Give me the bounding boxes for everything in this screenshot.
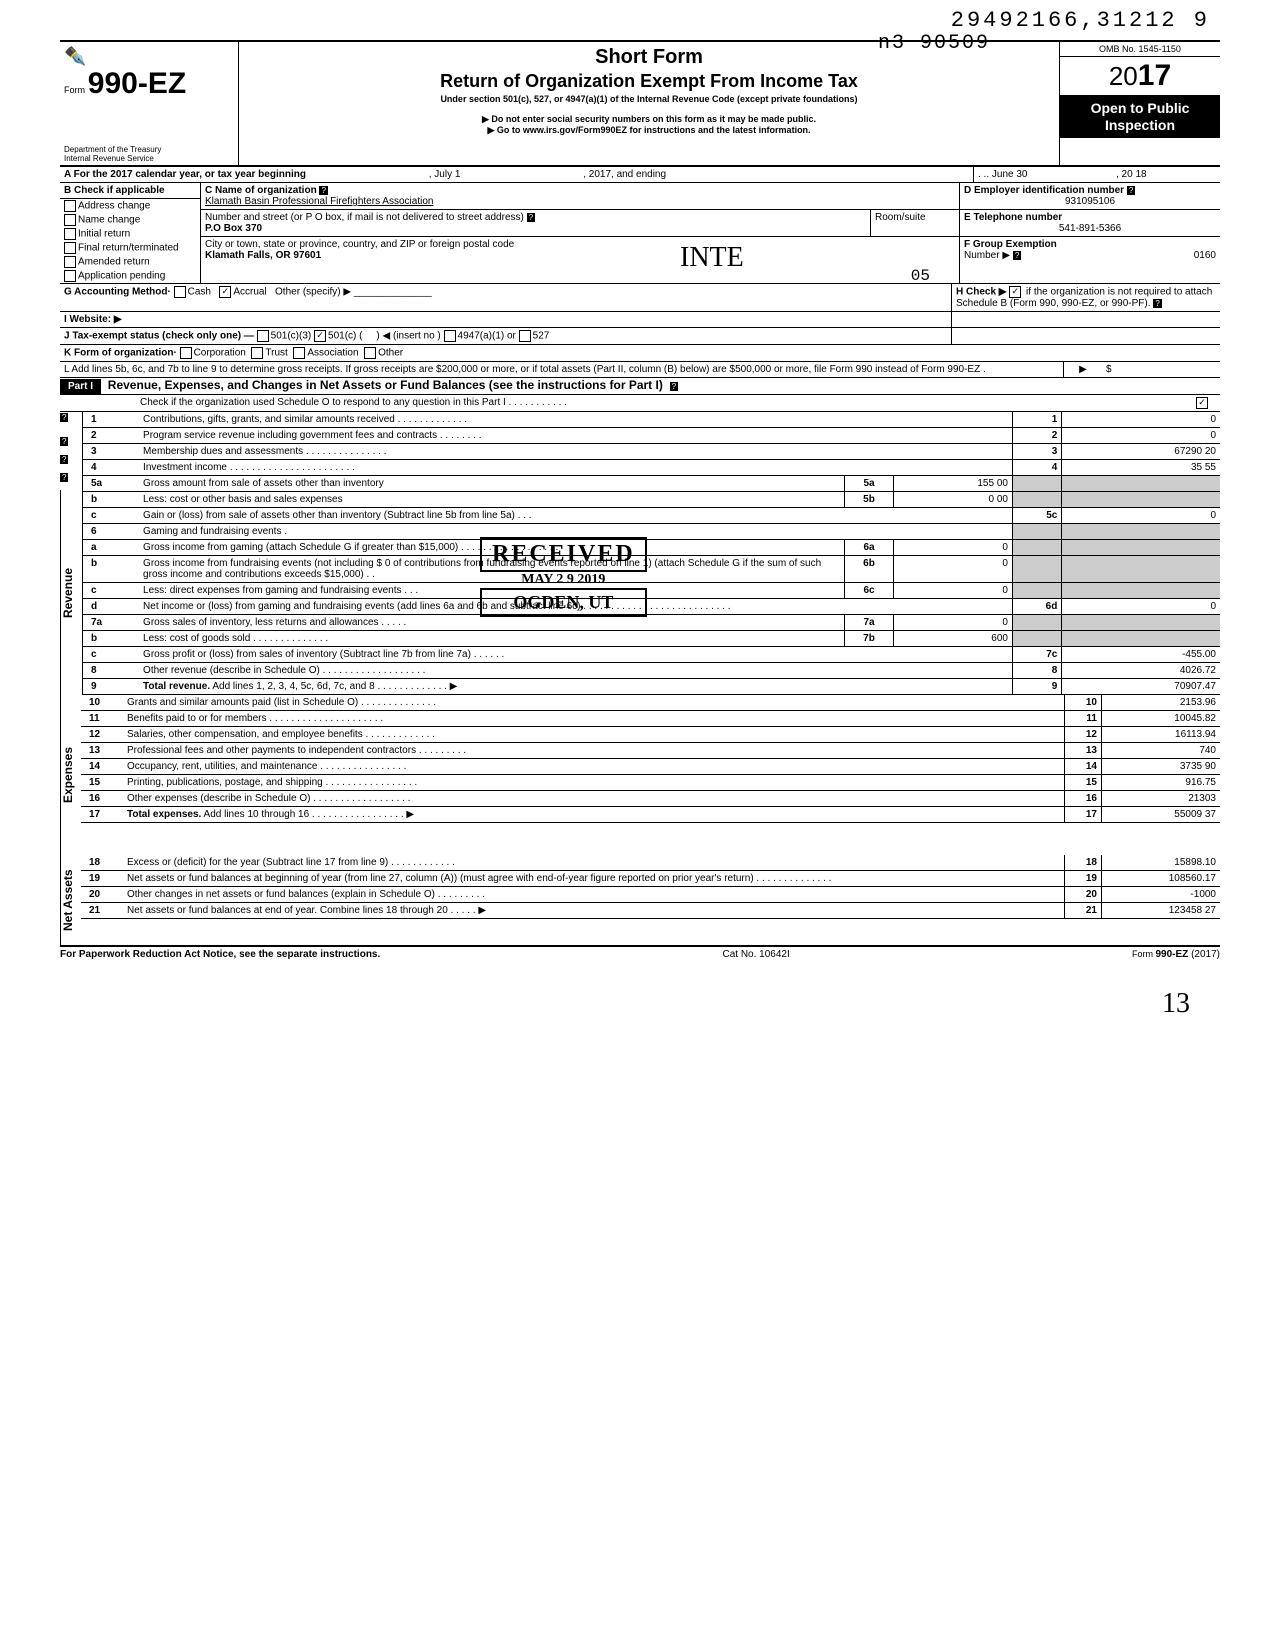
omb-number: OMB No. 1545-1150 [1060,42,1220,57]
net-assets-table: 18Excess or (deficit) for the year (Subt… [81,855,1220,919]
row-k: K Form of organization· Corporation Trus… [60,345,1220,361]
expenses-label: Expenses [60,695,81,855]
doc-number-2: n3 90509 [878,32,990,55]
open-to-public: Open to PublicInspection [1060,96,1220,138]
city-state-zip: Klamath Falls, OR 97601 [205,250,321,261]
phone: 541-891-5366 [964,223,1216,234]
right-box: OMB No. 1545-1150 2017 Open to PublicIns… [1059,42,1220,165]
line-row: 16Other expenses (describe in Schedule O… [81,791,1220,807]
line-row: 19Net assets or fund balances at beginni… [81,871,1220,887]
line-row: 5aGross amount from sale of assets other… [83,476,1220,492]
line-row: 14Occupancy, rent, utilities, and mainte… [81,759,1220,775]
row-i: I Website: ▶ [60,312,951,327]
line-row: cGross profit or (loss) from sales of in… [83,647,1220,663]
part-i-header: Part I Revenue, Expenses, and Changes in… [60,378,1220,395]
line-row: cGain or (loss) from sale of assets othe… [83,508,1220,524]
doc-number-1: 29492166,31212 9 [951,8,1210,33]
note-1: ▶ Do not enter social security numbers o… [247,114,1051,125]
row-l: L Add lines 5b, 6c, and 7b to line 9 to … [60,362,1063,377]
line-row: 17Total expenses. Add lines 10 through 1… [81,807,1220,823]
room-suite: Room/suite [870,210,959,236]
line-row: dNet income or (loss) from gaming and fu… [83,599,1220,615]
line-row: 4Investment income . . . . . . . . . . .… [83,460,1220,476]
form-id-box: ✒️ Form 990-EZ Department of the Treasur… [60,42,239,165]
inte-script: INTE [680,242,744,274]
section-c: C Name of organization ? Klamath Basin P… [201,183,960,283]
group-exemption: 0160 [1194,250,1216,261]
form-page: 29492166,31212 9 n3 90509 ✒️ Form 990-EZ… [60,40,1220,960]
form-number: 990-EZ [88,67,186,100]
arrow-icon: ▶ [1063,362,1102,377]
row-a: A For the 2017 calendar year, or tax yea… [60,167,973,182]
main-title: Return of Organization Exempt From Incom… [247,71,1051,92]
line-row: 2Program service revenue including gover… [83,428,1220,444]
line-row: 6Gaming and fundraising events . [83,524,1220,540]
line-row: 9Total revenue. Add lines 1, 2, 3, 4, 5c… [83,679,1220,695]
subtitle: Under section 501(c), 527, or 4947(a)(1)… [247,94,1051,104]
section-b: B Check if applicable Address change Nam… [60,183,201,283]
line-row: bGross income from fundraising events (n… [83,556,1220,583]
line-row: bLess: cost or other basis and sales exp… [83,492,1220,508]
line-row: cLess: direct expenses from gaming and f… [83,583,1220,599]
code-05: 05 [911,267,930,285]
dollar-sign: $ [1102,362,1220,377]
org-name: Klamath Basin Professional Firefighters … [205,196,433,207]
expenses-table: 10Grants and similar amounts paid (list … [81,695,1220,823]
line-row: 1Contributions, gifts, grants, and simil… [83,412,1220,428]
end-month: . .. June 30 [973,167,1112,182]
part-i-check: Check if the organization used Schedule … [60,395,1192,411]
line-row: 12Salaries, other compensation, and empl… [81,727,1220,743]
note-2: ▶ Go to www.irs.gov/Form990EZ for instru… [247,125,1051,136]
address: P.O Box 370 [205,223,262,234]
line-row: 10Grants and similar amounts paid (list … [81,695,1220,711]
row-h: H Check ▶ ✓ if the organization is not r… [951,284,1220,311]
line-row: 20Other changes in net assets or fund ba… [81,887,1220,903]
revenue-label: Revenue [60,490,81,695]
line-row: 15Printing, publications, postage, and s… [81,775,1220,791]
net-assets-label: Net Assets [60,855,81,945]
row-g: G Accounting Method· Cash ✓Accrual Other… [60,284,951,311]
row-j: J Tax-exempt status (check only one) — 5… [60,328,951,344]
section-def: D Employer identification number ? 93109… [960,183,1220,283]
page-footer: For Paperwork Reduction Act Notice, see … [60,947,1220,960]
line-row: bLess: cost of goods sold . . . . . . . … [83,631,1220,647]
tax-year: 2017 [1060,57,1220,96]
line-row: 11Benefits paid to or for members . . . … [81,711,1220,727]
line-row: 3Membership dues and assessments . . . .… [83,444,1220,460]
line-row: 18Excess or (deficit) for the year (Subt… [81,855,1220,871]
revenue-table: 1Contributions, gifts, grants, and simil… [83,412,1220,695]
line-row: 13Professional fees and other payments t… [81,743,1220,759]
page-number-handwritten: 13 [1162,988,1190,1020]
ein: 931095106 [964,196,1216,207]
title-box: Short Form Return of Organization Exempt… [239,42,1059,165]
line-row: 7aGross sales of inventory, less returns… [83,615,1220,631]
end-year: , 20 18 [1112,167,1220,182]
line-row: aGross income from gaming (attach Schedu… [83,540,1220,556]
line-row: 8Other revenue (describe in Schedule O) … [83,663,1220,679]
line-row: 21Net assets or fund balances at end of … [81,903,1220,919]
